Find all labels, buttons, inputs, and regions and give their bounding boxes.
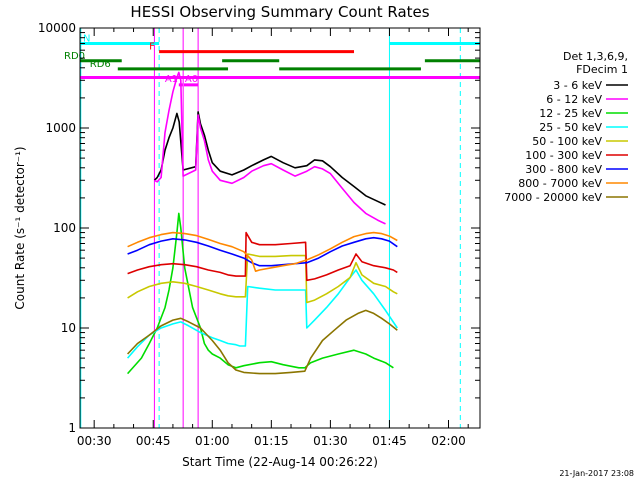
x-tick-label: 01:00 bbox=[195, 434, 230, 448]
legend-label-7000-20000-kev: 7000 - 20000 keV bbox=[504, 191, 602, 204]
series-line-800-7000-kev bbox=[127, 231, 398, 272]
observing-flags bbox=[80, 41, 480, 87]
footer-timestamp: 21-Jan-2017 23:08 bbox=[559, 469, 634, 478]
series-line-3-6-kev bbox=[153, 111, 386, 206]
vertical-marker-lines bbox=[80, 28, 461, 428]
flag-label-rd6: RD6 bbox=[90, 59, 111, 70]
x-axis-label: Start Time (22-Aug-14 00:26:22) bbox=[182, 455, 378, 469]
legend-header-line: Det 1,3,6,9, bbox=[563, 50, 628, 63]
y-tick-label: 10 bbox=[61, 321, 76, 335]
y-tick-label: 1 bbox=[68, 421, 76, 435]
legend-label-300-800-kev: 300 - 800 keV bbox=[525, 163, 602, 176]
legend-label-3-6-kev: 3 - 6 keV bbox=[553, 79, 602, 92]
legend-label-12-25-kev: 12 - 25 keV bbox=[539, 107, 602, 120]
flag-label-f: F bbox=[149, 42, 155, 53]
series-line-100-300-kev bbox=[127, 231, 398, 282]
series-line-6-12-kev bbox=[154, 71, 386, 225]
y-tick-label: 100 bbox=[53, 221, 76, 235]
flag-label-n: N bbox=[83, 33, 90, 44]
series-line-25-50-kev bbox=[126, 269, 398, 359]
flag-labels: N F RD0 RD6 A1 A0 bbox=[64, 33, 198, 84]
count-rate-series bbox=[126, 71, 398, 375]
x-tick-label: 00:45 bbox=[136, 434, 171, 448]
series-line-300-800-kev bbox=[127, 236, 398, 267]
series-line-50-100-kev bbox=[127, 253, 398, 304]
legend-label-25-50-kev: 25 - 50 keV bbox=[539, 121, 602, 134]
series-line-7000-20000-kev bbox=[127, 309, 398, 375]
flag-label-a1: A1 bbox=[165, 74, 178, 85]
y-tick-label: 1000 bbox=[45, 121, 76, 135]
x-tick-label: 01:15 bbox=[254, 434, 289, 448]
legend-header-line: FDecim 1 bbox=[576, 63, 628, 76]
flag-label-a0: A0 bbox=[185, 74, 198, 85]
y-axis-ticks: 1 10 100 1000 10000 bbox=[38, 21, 480, 435]
x-tick-label: 00:30 bbox=[77, 434, 112, 448]
plot-frame bbox=[79, 27, 481, 429]
legend-label-6-12-kev: 6 - 12 keV bbox=[546, 93, 602, 106]
x-axis-ticks: 00:30 00:45 01:00 01:15 01:30 01:45 02:00 bbox=[77, 28, 469, 448]
x-tick-label: 01:30 bbox=[313, 434, 348, 448]
legend-label-50-100-kev: 50 - 100 keV bbox=[532, 135, 602, 148]
legend-label-100-300-kev: 100 - 300 keV bbox=[525, 149, 602, 162]
legend-label-800-7000-kev: 800 - 7000 keV bbox=[518, 177, 602, 190]
y-tick-label: 10000 bbox=[38, 21, 76, 35]
chart-title: HESSI Observing Summary Count Rates bbox=[130, 3, 429, 21]
x-tick-label: 01:45 bbox=[372, 434, 407, 448]
y-axis-label: Count Rate (s⁻¹ detector⁻¹) bbox=[13, 146, 27, 309]
x-tick-label: 02:00 bbox=[431, 434, 466, 448]
flag-label-rd0: RD0 bbox=[64, 51, 85, 62]
